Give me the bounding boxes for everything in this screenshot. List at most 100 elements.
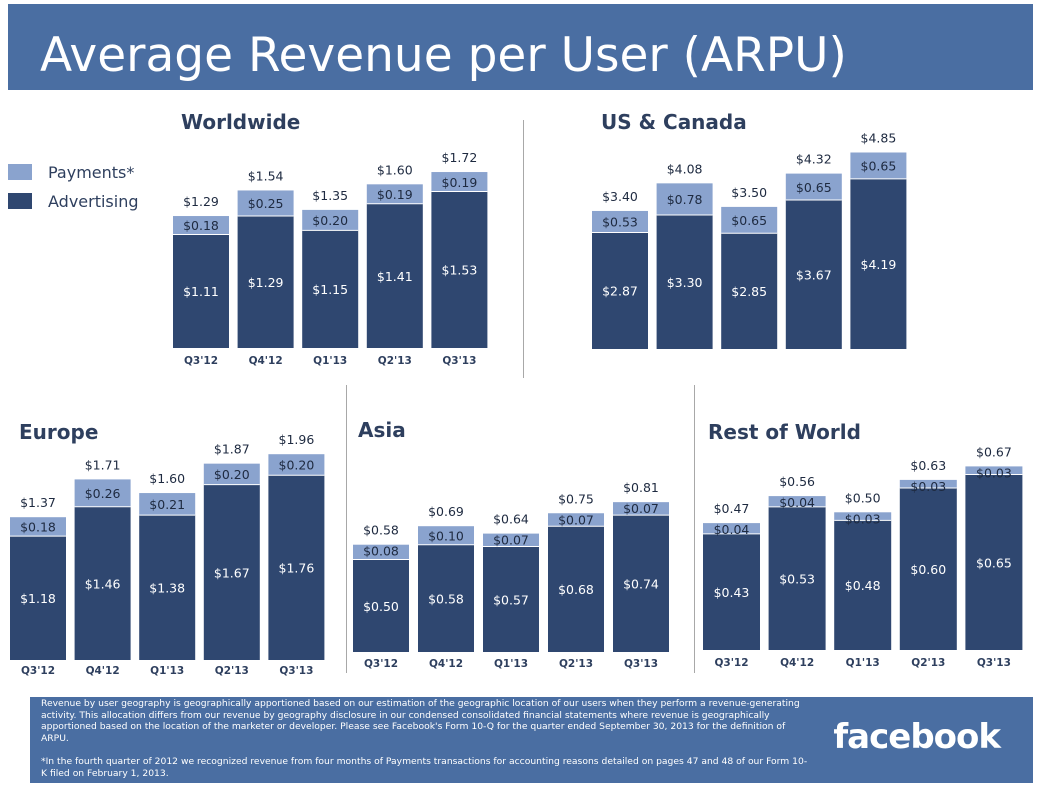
us-canada-label-advertising: $4.19 — [861, 257, 897, 272]
us-canada-label-total: $4.08 — [667, 161, 703, 176]
asia-label-total: $0.64 — [493, 512, 529, 527]
europe-bar-payments — [139, 493, 196, 516]
us-canada-bar-advertising — [656, 215, 713, 349]
worldwide-label-advertising: $1.15 — [312, 282, 348, 297]
asia-bar-advertising — [613, 515, 669, 652]
rest-of-world-label-payments: $0.03 — [845, 511, 881, 526]
rest-of-world-bar-payments — [768, 496, 826, 507]
rest-of-world-label-advertising: $0.43 — [714, 585, 750, 600]
us-canada-label-advertising: $3.67 — [796, 267, 832, 282]
us-canada-bar-payments — [721, 206, 778, 234]
us-canada-label-advertising: $2.85 — [731, 284, 767, 299]
chart-title-us-canada: US & Canada — [601, 110, 747, 134]
europe-label-advertising: $1.38 — [149, 581, 185, 596]
worldwide-bar-payments — [302, 209, 359, 231]
rest-of-world-bar-advertising — [965, 474, 1023, 650]
rest-of-world-label-total: $0.67 — [976, 444, 1012, 459]
asia-label-payments: $0.07 — [558, 512, 594, 527]
worldwide-label-payments: $0.25 — [248, 196, 284, 211]
worldwide-bar-payments — [366, 184, 423, 204]
rest-of-world-label-payments: $0.04 — [779, 495, 815, 510]
us-canada-bar-advertising — [592, 232, 648, 349]
worldwide-bar-advertising — [366, 203, 423, 348]
europe-label-total: $1.37 — [20, 495, 56, 510]
us-canada-label-payments: $0.65 — [861, 159, 897, 174]
europe-bar-payments — [203, 463, 260, 485]
rest-of-world-label-total: $0.50 — [845, 490, 881, 505]
rest-of-world-tick-label: Q1'13 — [846, 657, 880, 669]
asia-label-total: $0.75 — [558, 491, 594, 506]
asia-label-total: $0.69 — [428, 504, 464, 519]
europe-tick-label: Q3'13 — [279, 665, 313, 677]
asia-tick-label: Q2'13 — [559, 658, 593, 670]
footer-disclaimer: Revenue by user geography is geographica… — [41, 698, 800, 744]
worldwide-bar-payments — [431, 172, 488, 192]
rest-of-world-label-total: $0.47 — [714, 501, 750, 516]
us-canada-label-advertising: $3.30 — [667, 275, 703, 290]
chart-title-asia: Asia — [358, 418, 406, 442]
worldwide-bar-advertising — [173, 234, 229, 348]
asia-tick-label: Q1'13 — [494, 658, 528, 670]
divider-bottom-right — [694, 385, 695, 673]
europe-label-total: $1.71 — [85, 457, 121, 472]
europe-label-payments: $0.26 — [85, 486, 121, 501]
divider-top — [523, 120, 524, 378]
rest-of-world-tick-label: Q4'12 — [780, 657, 814, 669]
europe-label-payments: $0.20 — [279, 458, 315, 473]
asia-label-payments: $0.07 — [623, 501, 659, 516]
europe-bar-payments — [268, 454, 325, 476]
rest-of-world-label-advertising: $0.53 — [779, 571, 815, 586]
us-canada-bar-payments — [850, 152, 907, 179]
asia-label-advertising: $0.57 — [493, 592, 529, 607]
worldwide-label-total: $1.29 — [183, 194, 219, 209]
worldwide-label-advertising: $1.53 — [442, 263, 478, 278]
asia-bar-payments — [483, 533, 539, 547]
europe-bar-advertising — [74, 506, 131, 660]
europe-label-payments: $0.20 — [214, 467, 250, 482]
rest-of-world-bar-payments — [703, 523, 760, 534]
rest-of-world-bar-advertising — [703, 533, 760, 650]
us-canada-label-advertising: $2.87 — [602, 284, 638, 299]
legend-swatch-advertising — [8, 193, 32, 209]
us-canada-bar-payments — [785, 173, 842, 200]
asia-bar-advertising — [548, 526, 604, 652]
slide-title: Average Revenue per User (ARPU) — [40, 28, 847, 83]
facebook-logo: facebook — [833, 717, 1001, 757]
worldwide-label-advertising: $1.41 — [377, 269, 413, 284]
europe-label-payments: $0.21 — [149, 497, 185, 512]
europe-bar-advertising — [268, 475, 325, 660]
europe-tick-label: Q1'13 — [150, 665, 184, 677]
us-canada-label-payments: $0.65 — [731, 213, 767, 228]
europe-tick-label: Q3'12 — [21, 665, 55, 677]
asia-label-payments: $0.08 — [363, 544, 399, 559]
rest-of-world-tick-label: Q3'13 — [977, 657, 1011, 669]
worldwide-tick-label: Q2'13 — [378, 355, 412, 367]
worldwide-tick-label: Q4'12 — [249, 355, 283, 367]
rest-of-world-tick-label: Q2'13 — [911, 657, 945, 669]
asia-label-payments: $0.10 — [428, 528, 464, 543]
europe-label-advertising: $1.46 — [85, 576, 121, 591]
asia-label-payments: $0.07 — [493, 533, 529, 548]
us-canada-label-total: $4.85 — [861, 130, 897, 145]
asia-label-advertising: $0.68 — [558, 582, 594, 597]
rest-of-world-bar-advertising — [834, 520, 892, 650]
legend-label-payments: Payments* — [48, 163, 135, 182]
asia-bar-payments — [613, 502, 669, 516]
worldwide-bar-payments — [173, 216, 229, 235]
europe-bar-advertising — [139, 515, 196, 660]
asia-bar-payments — [418, 526, 474, 545]
us-canada-label-payments: $0.53 — [602, 215, 638, 230]
asia-bar-advertising — [353, 559, 409, 652]
asia-label-total: $0.58 — [363, 523, 399, 538]
us-canada-bar-payments — [656, 183, 713, 216]
europe-label-total: $1.60 — [149, 471, 185, 486]
europe-bar-advertising — [203, 484, 260, 660]
worldwide-label-total: $1.54 — [248, 168, 284, 183]
asia-label-total: $0.81 — [623, 480, 659, 495]
us-canada-label-payments: $0.65 — [796, 180, 832, 195]
us-canada-label-payments: $0.78 — [667, 192, 703, 207]
asia-tick-label: Q4'12 — [429, 658, 463, 670]
europe-label-advertising: $1.18 — [20, 591, 56, 606]
worldwide-label-total: $1.35 — [312, 188, 348, 203]
rest-of-world-label-total: $0.63 — [910, 458, 946, 473]
